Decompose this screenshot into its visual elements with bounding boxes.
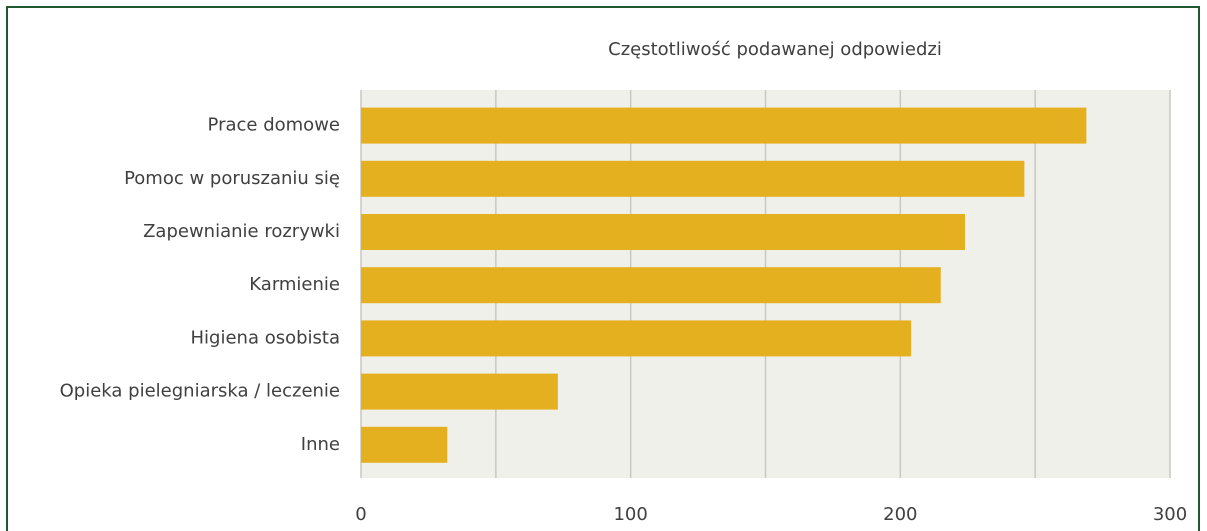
x-tick-label: 200 <box>883 504 917 525</box>
bar <box>361 267 941 304</box>
y-tick-label: Inne <box>301 434 340 455</box>
y-tick-label: Zapewnianie rozrywki <box>143 221 340 242</box>
x-tick-label: 100 <box>613 504 647 525</box>
bar <box>361 320 912 357</box>
y-tick-label: Higiena osobista <box>191 327 341 348</box>
y-tick-label: Prace domowe <box>208 115 340 136</box>
bar <box>361 214 966 250</box>
y-tick-label: Pomoc w poruszaniu się <box>124 168 340 189</box>
frame <box>6 6 1200 531</box>
x-tick-label: 0 <box>355 504 366 525</box>
chart-title: Częstotliwość podawanej odpowiedzi <box>608 39 942 60</box>
bar <box>361 107 1087 144</box>
y-tick-label: Opieka pielegniarska / leczenie <box>60 381 340 402</box>
bar <box>361 426 448 463</box>
bar <box>361 373 558 410</box>
bar <box>361 160 1025 197</box>
x-tick-label: 300 <box>1153 504 1187 525</box>
y-tick-label: Karmienie <box>249 274 340 295</box>
